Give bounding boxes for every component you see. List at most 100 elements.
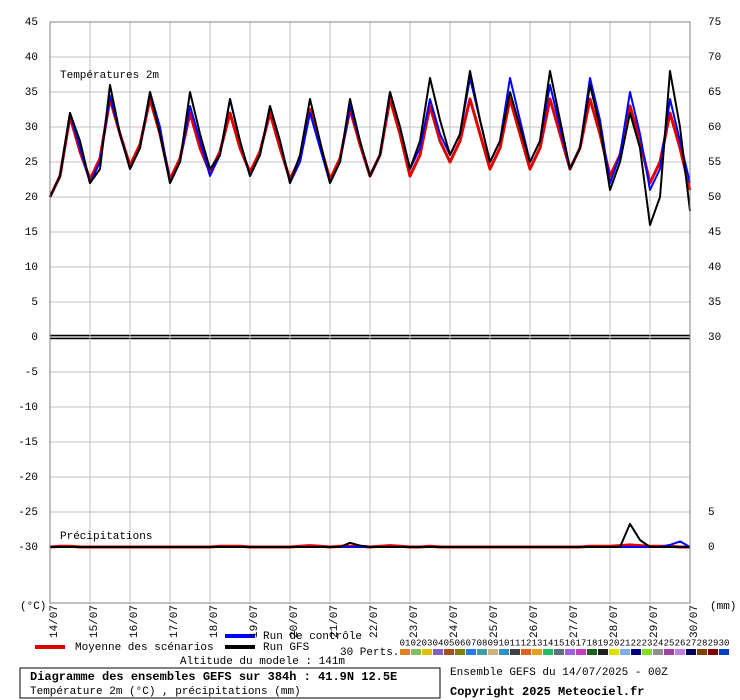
perturbation-swatch	[433, 649, 443, 655]
y2-tick-label: 50	[708, 192, 721, 204]
x-tick-label: 26/07	[529, 605, 541, 638]
temperature-line	[49, 70, 691, 226]
y2-tick-label: 0	[708, 542, 715, 554]
perturbation-swatch	[708, 649, 718, 655]
x-tick-label: 20/07	[289, 605, 301, 638]
perturbation-name: 26	[675, 638, 686, 648]
x-tick-label: 22/07	[369, 605, 381, 638]
perturbation-name: 27	[686, 638, 697, 648]
perturbation-swatch	[631, 649, 641, 655]
perturbation-name: 05	[444, 638, 455, 648]
perturbation-swatch	[400, 649, 410, 655]
plot-frame	[49, 21, 691, 604]
x-tick-label: 14/07	[49, 605, 61, 638]
perturbation-name: 15	[554, 638, 565, 648]
perturbation-swatch	[642, 649, 652, 655]
legend-label: Run de contrôle	[263, 631, 362, 643]
x-tick-label: 24/07	[449, 605, 461, 638]
legend-label: Run GFS	[263, 642, 310, 654]
y-tick-label: 20	[25, 192, 38, 204]
perturbation-swatch	[444, 649, 454, 655]
perturbation-swatch	[565, 649, 575, 655]
perturbation-swatch	[543, 649, 553, 655]
y2-unit: (mm)	[710, 601, 736, 613]
perturbation-swatch	[664, 649, 674, 655]
perturbation-name: 22	[631, 638, 642, 648]
perturbation-name: 23	[642, 638, 653, 648]
perturbation-swatch	[576, 649, 586, 655]
perturbation-name: 24	[653, 638, 664, 648]
chart-title: Diagramme des ensembles GEFS sur 384h : …	[30, 670, 397, 684]
legend-label: Moyenne des scénarios	[75, 642, 214, 654]
y-tick-label: 45	[25, 17, 38, 29]
perturbation-name: 06	[455, 638, 466, 648]
x-tick-label: 28/07	[609, 605, 621, 638]
y-tick-label: 30	[25, 122, 38, 134]
x-tick-label: 29/07	[649, 605, 661, 638]
x-tick-label: 25/07	[489, 605, 501, 638]
perturbation-name: 25	[664, 638, 675, 648]
title-box	[19, 667, 441, 699]
perturbation-name: 03	[422, 638, 433, 648]
x-tick-label: 27/07	[569, 605, 581, 638]
perturbation-name: 02	[411, 638, 422, 648]
run-info: Ensemble GEFS du 14/07/2025 - 00Z	[450, 667, 668, 679]
perturbation-name: 30	[719, 638, 730, 648]
x-tick-label: 15/07	[89, 605, 101, 638]
marks	[48, 70, 692, 549]
perturbation-swatch	[510, 649, 520, 655]
perturbation-swatch	[653, 649, 663, 655]
y2-tick-label: 75	[708, 17, 721, 29]
perturbation-swatch	[521, 649, 531, 655]
y2-tick-label: 55	[708, 157, 721, 169]
perturbation-name: 10	[499, 638, 510, 648]
perturbation-swatch	[686, 649, 696, 655]
precip-label: Précipitations	[60, 531, 152, 543]
copyright: Copyright 2025 Meteociel.fr	[450, 685, 644, 699]
y-unit: (°C)	[20, 601, 46, 613]
y-tick-label: 35	[25, 87, 38, 99]
perturbation-swatch	[466, 649, 476, 655]
perturbation-name: 20	[609, 638, 620, 648]
perturbation-name: 08	[477, 638, 488, 648]
perturbation-name: 13	[532, 638, 543, 648]
y2-tick-label: 30	[708, 332, 721, 344]
x-tick-label: 21/07	[329, 605, 341, 638]
perturbation-name: 16	[565, 638, 576, 648]
perturbation-swatch	[609, 649, 619, 655]
perturbation-swatch	[598, 649, 608, 655]
y-tick-label: 0	[31, 332, 38, 344]
perturbation-swatch	[477, 649, 487, 655]
y-tick-label: -10	[18, 402, 38, 414]
y-tick-label: 5	[31, 297, 38, 309]
perturbation-swatch	[697, 649, 707, 655]
y-tick-label: -5	[25, 367, 38, 379]
y2-tick-label: 35	[708, 297, 721, 309]
y2-tick-label: 60	[708, 122, 721, 134]
y2-tick-label: 65	[708, 87, 721, 99]
x-tick-label: 16/07	[129, 605, 141, 638]
precipitation-line	[50, 522, 690, 548]
x-tick-label: 23/07	[409, 605, 421, 638]
x-tick-label: 18/07	[209, 605, 221, 638]
perturbation-name: 29	[708, 638, 719, 648]
perturbation-swatch	[411, 649, 421, 655]
y-tick-label: -25	[18, 507, 38, 519]
legend: Moyenne des scénarios Run de contrôleRun …	[35, 631, 729, 655]
perturbation-label: 30 Perts.	[340, 647, 399, 659]
y-tick-label: 25	[25, 157, 38, 169]
temp-label: Températures 2m	[60, 70, 159, 82]
perturbation-swatch	[554, 649, 564, 655]
y-tick-label: 10	[25, 262, 38, 274]
perturbation-name: 09	[488, 638, 499, 648]
perturbation-swatch	[620, 649, 630, 655]
chart-subtitle: Température 2m (°C) , précipitations (mm…	[30, 686, 301, 698]
y-tick-label: -15	[18, 437, 38, 449]
perturbation-swatch	[587, 649, 597, 655]
perturbation-swatch	[675, 649, 685, 655]
altitude: Altitude du modele : 141m	[180, 656, 345, 668]
perturbation-name: 07	[466, 638, 477, 648]
perturbation-swatch	[532, 649, 542, 655]
y-tick-label: 40	[25, 52, 38, 64]
